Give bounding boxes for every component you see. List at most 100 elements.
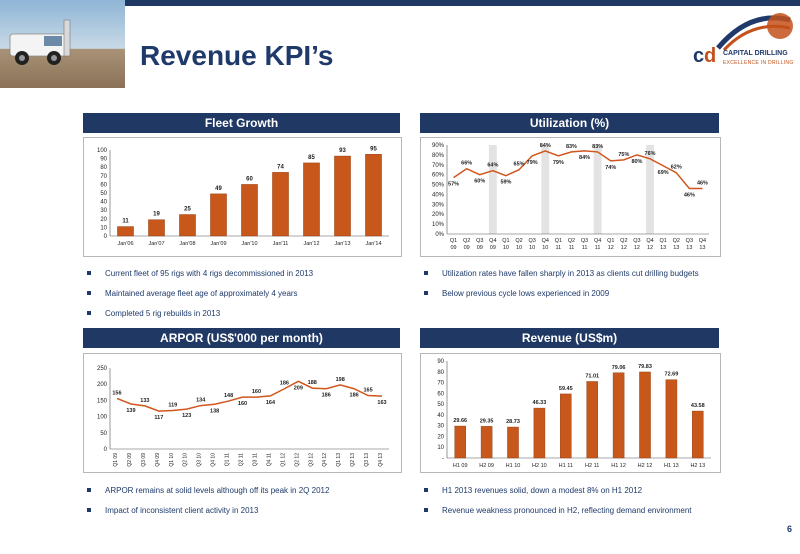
revenue-data-label: 59.45: [559, 386, 573, 392]
y-tick-label: 0%: [435, 232, 444, 238]
fleet-x-tick-label: Jan'07: [148, 241, 164, 247]
utilization-x-tick-year: 10: [542, 245, 548, 251]
arpor-x-tick-label: Q4 12: [322, 453, 328, 467]
fleet-data-label: 95: [370, 146, 377, 152]
fleet-bar: [334, 155, 351, 237]
revenue-bar: [454, 425, 466, 459]
utilization-x-tick-year: 09: [464, 245, 470, 251]
arpor-x-tick-label: Q2 11: [239, 453, 245, 466]
fleet-data-label: 25: [184, 207, 191, 213]
arpor-chart: 0 50 100 150 200 250 156 Q1 09 139 Q2 09 133 Q3 09 1…: [97, 366, 389, 467]
arpor-x-tick-label: Q4 11: [266, 453, 272, 466]
y-tick-label: 50: [100, 431, 107, 437]
utilization-x-tick-quarter: Q3: [476, 238, 483, 244]
arpor-data-label: 133: [140, 398, 149, 404]
fleet-bar: [241, 184, 258, 237]
arpor-data-label: 209: [294, 385, 303, 391]
y-tick-label: 80%: [432, 153, 445, 159]
fleet-x-tick-label: Jan'11: [273, 241, 289, 247]
bullet-square-icon: [87, 488, 91, 492]
page-title: Revenue KPI’s: [140, 40, 334, 71]
utilization-x-tick-quarter: Q4: [542, 238, 549, 244]
revenue-x-tick-label: H2 10: [532, 463, 547, 469]
revenue-x-tick-label: H1 10: [506, 463, 521, 469]
y-tick-label: 70: [100, 174, 107, 180]
utilization-data-label: 59%: [500, 180, 511, 186]
y-tick-label: 60: [100, 182, 107, 188]
bullet-square-icon: [424, 291, 428, 295]
utilization-data-label: 84%: [540, 143, 551, 149]
utilization-data-label: 84%: [579, 155, 590, 161]
arpor-bullet: ARPOR remains at solid levels although o…: [83, 485, 400, 496]
y-tick-label: 10%: [432, 222, 445, 228]
utilization-x-tick-year: 12: [647, 245, 653, 251]
fleet-x-tick-label: Jan'06: [117, 241, 133, 247]
utilization-x-tick-quarter: Q3: [528, 238, 535, 244]
revenue-data-label: 79.06: [612, 365, 626, 371]
drill-truck-image: [9, 19, 71, 65]
fleet-x-tick-label: Jan'14: [365, 241, 381, 247]
revenue-x-tick-label: H1 09: [453, 463, 468, 469]
arpor-x-tick-label: Q2 09: [127, 453, 133, 467]
arpor-bullets: ARPOR remains at solid levels although o…: [83, 485, 400, 525]
y-tick-label: 30%: [432, 202, 445, 208]
utilization-x-tick-year: 13: [673, 245, 679, 251]
revenue-bar: [612, 372, 625, 459]
y-tick-label: 20: [100, 217, 107, 223]
utilization-x-tick-quarter: Q2: [673, 238, 680, 244]
revenue-data-label: 79.83: [638, 364, 652, 370]
utilization-data-label: 57%: [448, 182, 459, 188]
revenue-bar: [533, 407, 546, 459]
revenue-x-tick-label: H1 13: [664, 463, 679, 469]
fleet-data-label: 93: [339, 148, 346, 154]
fleet-bar: [210, 193, 227, 237]
y-tick-label: 60%: [432, 173, 445, 179]
arpor-bullet: Impact of inconsistent client activity i…: [83, 505, 400, 516]
utilization-x-tick-year: 11: [555, 245, 561, 251]
fleet-x-tick-label: Jan'08: [179, 241, 195, 247]
arpor-data-label: 186: [280, 381, 289, 387]
y-tick-label: 150: [97, 398, 108, 404]
fleet-data-label: 19: [153, 212, 160, 218]
arpor-data-label: 198: [336, 377, 345, 383]
utilization-data-label: 74%: [605, 165, 616, 171]
fleet-data-label: 85: [308, 155, 315, 161]
y-tick-label: 40: [437, 413, 444, 419]
utilization-x-tick-year: 11: [595, 245, 601, 251]
fleet-bar: [148, 219, 165, 237]
utilization-x-tick-year: 12: [608, 245, 614, 251]
utilization-x-tick-quarter: Q4: [646, 238, 653, 244]
bullet-square-icon: [424, 508, 428, 512]
utilization-x-tick-quarter: Q4: [699, 238, 706, 244]
fleet-data-label: 74: [277, 164, 284, 170]
utilization-x-tick-year: 12: [634, 245, 640, 251]
arpor-data-label: 138: [210, 408, 219, 414]
arpor-x-tick-label: Q4 13: [378, 453, 384, 467]
utilization-data-label: 76%: [645, 151, 656, 157]
utilization-data-label: 79%: [527, 160, 538, 166]
revenue-data-label: 28.73: [506, 419, 520, 425]
revenue-chart: - 10 20 30 40 50 60 70 80 90 29.66 H1 09 29.35 H2 09 2…: [437, 359, 711, 469]
fleet-x-tick-label: Jan'09: [210, 241, 226, 247]
header-photo: [0, 0, 125, 88]
logo-tagline: EXCELLENCE IN DRILLING: [723, 60, 794, 66]
utilization-x-tick-quarter: Q1: [450, 238, 457, 244]
arpor-data-label: 165: [363, 388, 372, 394]
arpor-x-tick-label: Q3 10: [197, 453, 203, 467]
utilization-data-label: 75%: [618, 152, 629, 158]
revenue-bullets: H1 2013 revenues solid, down a modest 8%…: [420, 485, 705, 525]
header-bar: [0, 0, 800, 88]
arpor-chart-frame: 0 50 100 150 200 250 156 Q1 09 139 Q2 09 133 Q3 09 1…: [83, 353, 402, 473]
revenue-bar: [665, 379, 678, 459]
y-tick-label: 90%: [432, 143, 445, 149]
arpor-data-label: 148: [224, 393, 233, 399]
bullet-square-icon: [87, 291, 91, 295]
fleet-x-tick-label: Jan'10: [241, 241, 257, 247]
header-accent: [0, 0, 800, 6]
utilization-shade-band: [488, 145, 497, 234]
utilization-chart: 0%10%20%30%40%50%60%70%80%90%57%Q10966%Q…: [432, 143, 709, 251]
utilization-x-tick-year: 13: [660, 245, 666, 251]
utilization-shade-band: [541, 145, 550, 234]
utilization-x-tick-year: 09: [477, 245, 483, 251]
arpor-x-tick-label: Q1 09: [113, 453, 119, 467]
